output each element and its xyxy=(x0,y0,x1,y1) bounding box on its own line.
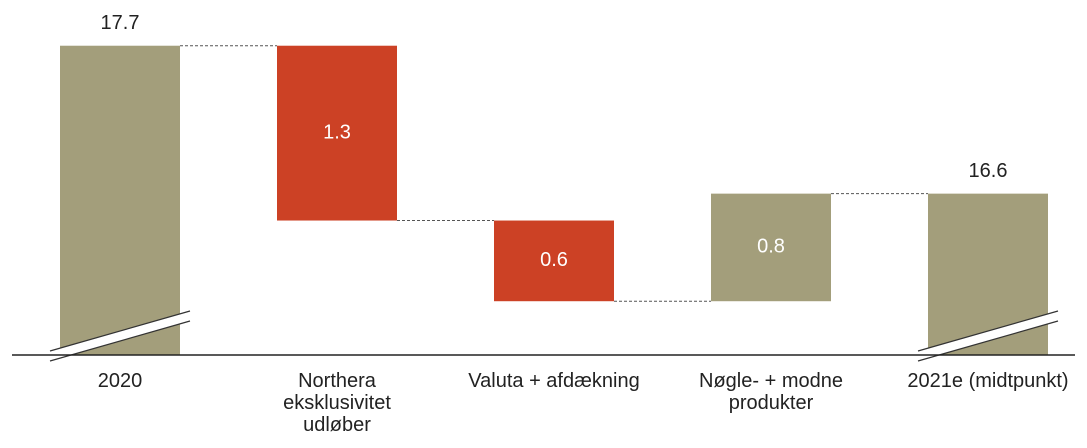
axis-break-line xyxy=(917,310,1059,352)
x-tick-label: Nøgle- + modne produkter xyxy=(699,370,843,414)
x-tick-label: Valuta + afdækning xyxy=(468,370,640,392)
data-label: 0.6 xyxy=(540,249,568,271)
bar xyxy=(277,45,397,221)
data-label: 17.7 xyxy=(101,12,140,34)
axis-break xyxy=(918,311,1058,361)
data-label: 1.3 xyxy=(323,121,351,143)
data-label: 0.8 xyxy=(757,236,785,258)
data-label: 16.6 xyxy=(969,160,1008,182)
bar xyxy=(711,193,831,302)
axis-break xyxy=(50,311,190,361)
bar xyxy=(494,220,614,302)
x-tick-label: 2021e (midtpunkt) xyxy=(907,370,1069,392)
x-tick-label: Northera eksklusivitet udløber xyxy=(283,370,391,436)
x-tick-label: 2020 xyxy=(97,370,143,392)
bar xyxy=(60,45,180,355)
axis-break-line xyxy=(49,310,191,352)
